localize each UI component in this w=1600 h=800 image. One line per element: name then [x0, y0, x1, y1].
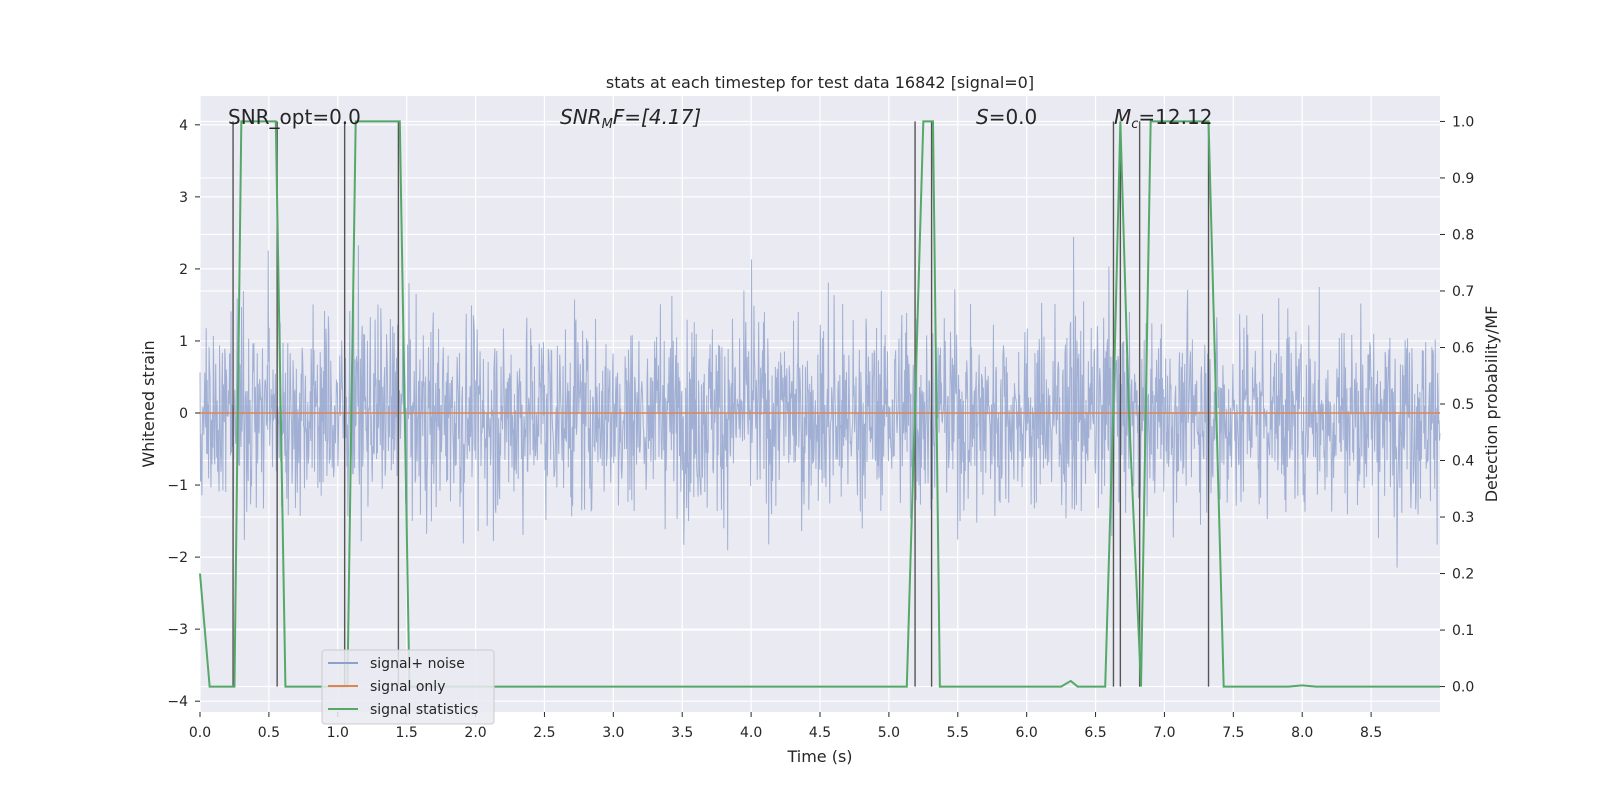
- signal-statistics-series: [199, 120, 1440, 688]
- legend-box: [321, 649, 495, 725]
- y-tick-label-6: −2: [167, 550, 188, 566]
- x-tick-label-7: 3.5: [671, 725, 693, 741]
- x-tick-label-13: 6.5: [1084, 725, 1106, 741]
- y-tick-label-8: −4: [167, 694, 188, 710]
- y2-tick-label-5: 0.5: [1452, 397, 1474, 413]
- y2-tick-label-2: 0.8: [1452, 227, 1474, 243]
- x-tick-label-0: 0.0: [189, 725, 211, 741]
- legend-label-signal-noise: signal+ noise: [370, 656, 465, 672]
- y-tick-label-3: 1: [179, 334, 188, 350]
- x-tick-label-16: 8.0: [1291, 725, 1313, 741]
- annotation-s: S=0.0: [976, 105, 1037, 129]
- y-axis-label: Whitened strain: [139, 340, 158, 467]
- y2-tick-label-9: 0.1: [1452, 623, 1474, 639]
- x-axis-label: Time (s): [786, 747, 852, 766]
- y2-tick-label-0: 1.0: [1452, 114, 1474, 130]
- y2-ticks: 1.0 0.9 0.8 0.7 0.6 0.5 0.4 0.3 0.2 0.1 0.0: [1440, 114, 1474, 696]
- legend-label-signal-only: signal only: [370, 679, 445, 695]
- legend-label-signal-statistics: signal statistics: [370, 702, 478, 718]
- chart-title: stats at each timestep for test data 168…: [606, 73, 1034, 92]
- annotation-mc-rest: =12.12: [1138, 105, 1212, 129]
- x-tick-label-10: 5.0: [878, 725, 900, 741]
- y2-tick-label-6: 0.4: [1452, 454, 1474, 470]
- x-tick-label-4: 2.0: [464, 725, 486, 741]
- annotation-snr-mf: SNRMF=[4.17]: [560, 105, 701, 132]
- y-tick-label-1: 3: [179, 190, 188, 206]
- legend: signal+ noise signal only signal statist…: [321, 649, 495, 725]
- y2-tick-label-4: 0.6: [1452, 340, 1474, 356]
- noise-line: [199, 236, 1441, 568]
- x-tick-label-1: 0.5: [258, 725, 280, 741]
- x-tick-label-17: 8.5: [1360, 725, 1382, 741]
- annotation-mc-sub: c: [1131, 117, 1138, 132]
- x-tick-label-14: 7.0: [1153, 725, 1175, 741]
- y2-tick-label-3: 0.7: [1452, 284, 1474, 300]
- y2-tick-label-1: 0.9: [1452, 171, 1474, 187]
- y-tick-label-7: −3: [167, 622, 188, 638]
- x-tick-label-5: 2.5: [533, 725, 555, 741]
- y-tick-label-0: 4: [179, 118, 188, 134]
- noise-series: [199, 236, 1441, 568]
- x-tick-label-2: 1.0: [327, 725, 349, 741]
- annotation-snr-mf-rest: F=[4.17]: [613, 105, 701, 129]
- y-tick-label-5: −1: [167, 478, 188, 494]
- x-tick-label-12: 6.0: [1016, 725, 1038, 741]
- y-ticks: 4 3 2 1 0 −1 −2 −3 −4: [167, 118, 200, 710]
- annotation-s-main: S: [976, 105, 989, 129]
- annotation-mc-main: M: [1114, 105, 1131, 129]
- signal-statistics-line: [199, 120, 1440, 688]
- x-tick-label-3: 1.5: [396, 725, 418, 741]
- y2-tick-label-8: 0.2: [1452, 567, 1474, 583]
- x-tick-label-11: 5.5: [947, 725, 969, 741]
- annotation-s-rest: =0.0: [989, 105, 1038, 129]
- annotation-snr-mf-sub: M: [602, 117, 613, 132]
- annotation-mc: Mc=12.12: [1114, 105, 1212, 132]
- annotation-snr-opt: SNR_opt=0.0: [228, 105, 361, 129]
- y-tick-label-2: 2: [179, 262, 188, 278]
- y2-tick-label-7: 0.3: [1452, 510, 1474, 526]
- x-tick-label-15: 7.5: [1222, 725, 1244, 741]
- x-ticks: 0.0 0.5 1.0 1.5 2.0 2.5 3.0 3.5 4.0 4.5 5.0 5.5 6.0 6…: [189, 712, 1382, 741]
- x-tick-label-9: 4.5: [809, 725, 831, 741]
- annotation-snr-mf-main: SNR: [560, 105, 602, 129]
- y-tick-label-4: 0: [179, 406, 188, 422]
- y2-axis-label: Detection probability/MF: [1482, 306, 1501, 503]
- x-tick-label-6: 3.0: [602, 725, 624, 741]
- y2-tick-label-10: 0.0: [1452, 680, 1474, 696]
- x-tick-label-8: 4.0: [740, 725, 762, 741]
